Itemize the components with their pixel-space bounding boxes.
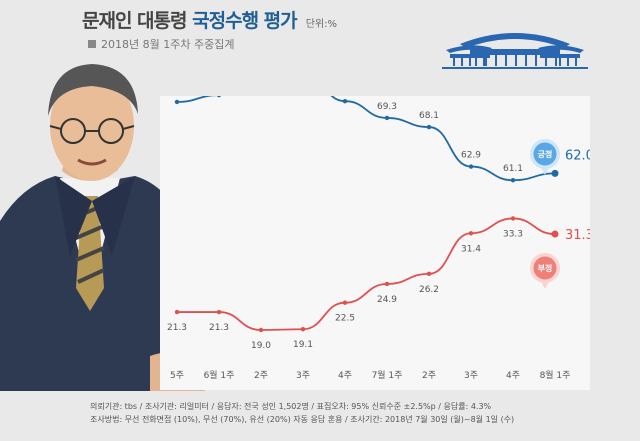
negative-data-label: 21.3 bbox=[209, 323, 229, 333]
negative-data-label: 31.4 bbox=[461, 244, 481, 254]
positive-data-label: 62.0 bbox=[565, 148, 590, 163]
positive-legend-bubble bbox=[533, 142, 557, 166]
positive-point bbox=[551, 169, 559, 177]
negative-series-line bbox=[176, 217, 556, 331]
positive-point bbox=[426, 124, 432, 130]
negative-data-label: 21.3 bbox=[167, 323, 187, 333]
positive-data-label: 68.1 bbox=[419, 111, 439, 121]
footnote-line-2: 조사방법: 무선 전화면접 (10%), 무선 (70%), 유선 (20%) … bbox=[90, 415, 515, 424]
x-tick-label: 3주 bbox=[296, 370, 310, 381]
survey-footnote: 의뢰기관: tbs / 조사기관: 리얼미터 / 응답자: 전국 성인 1,50… bbox=[90, 400, 638, 426]
x-tick-label: 7월 1주 bbox=[372, 369, 403, 381]
positive-data-label: 61.1 bbox=[503, 164, 523, 174]
positive-legend-label: 긍정 bbox=[538, 149, 553, 159]
negative-legend-label: 부정 bbox=[538, 263, 553, 273]
negative-data-label: 19.1 bbox=[293, 340, 313, 350]
x-tick-label: 2주 bbox=[254, 370, 268, 381]
negative-data-label: 22.5 bbox=[335, 314, 355, 324]
negative-point bbox=[426, 271, 432, 277]
positive-point bbox=[510, 178, 516, 183]
negative-data-label: 33.3 bbox=[503, 229, 523, 239]
negative-point bbox=[551, 230, 559, 238]
negative-point bbox=[342, 300, 348, 305]
negative-point bbox=[174, 309, 180, 315]
negative-point bbox=[216, 309, 222, 315]
positive-point bbox=[174, 99, 180, 105]
positive-point bbox=[384, 115, 390, 121]
chart-title: 문재인 대통령 국정수행 평가 단위:% bbox=[82, 6, 337, 33]
blue-house-icon bbox=[442, 33, 588, 69]
negative-data-label: 26.2 bbox=[419, 285, 439, 295]
negative-data-label: 31.3 bbox=[565, 228, 590, 243]
negative-point bbox=[384, 281, 390, 287]
negative-data-label: 19.0 bbox=[251, 341, 271, 351]
positive-legend-pointer bbox=[541, 166, 550, 175]
negative-data-label: 24.9 bbox=[377, 295, 397, 305]
negative-legend-pointer bbox=[541, 280, 550, 289]
positive-series-line bbox=[176, 96, 556, 182]
negative-point bbox=[468, 231, 474, 236]
negative-point bbox=[258, 327, 264, 333]
positive-data-label: 69.3 bbox=[377, 102, 397, 112]
unit-label: 단위:% bbox=[305, 19, 337, 30]
title-highlight: 국정수행 평가 bbox=[192, 10, 297, 32]
negative-point bbox=[300, 327, 306, 332]
x-tick-label: 4주 bbox=[338, 370, 352, 381]
positive-point bbox=[468, 164, 474, 169]
footnote-line-1: 의뢰기관: tbs / 조사기관: 리얼미터 / 응답자: 전국 성인 1,50… bbox=[90, 402, 492, 411]
positive-data-label: 62.9 bbox=[461, 151, 481, 161]
x-tick-label: 2주 bbox=[422, 370, 436, 381]
subtitle: 2018년 8월 1주차 주중집계 bbox=[88, 36, 234, 52]
x-tick-label: 4주 bbox=[506, 370, 520, 381]
x-tick-label: 3주 bbox=[464, 370, 478, 381]
positive-point bbox=[216, 96, 222, 98]
president-portrait bbox=[0, 64, 205, 391]
x-tick-label: 8월 1주 bbox=[540, 369, 571, 381]
negative-legend-bubble bbox=[533, 256, 557, 280]
square-bullet-icon bbox=[88, 40, 96, 48]
chart-panel: 71.472.375.975.471.569.368.162.961.162.0… bbox=[160, 96, 590, 390]
negative-point bbox=[510, 216, 516, 221]
positive-point bbox=[342, 99, 348, 104]
title-prefix: 문재인 대통령 bbox=[82, 10, 187, 32]
x-tick-label: 5주 bbox=[170, 370, 184, 381]
subtitle-text: 2018년 8월 1주차 주중집계 bbox=[101, 38, 235, 51]
approval-line-chart: 71.472.375.975.471.569.368.162.961.162.0… bbox=[167, 96, 590, 381]
x-tick-label: 6월 1주 bbox=[204, 369, 235, 381]
